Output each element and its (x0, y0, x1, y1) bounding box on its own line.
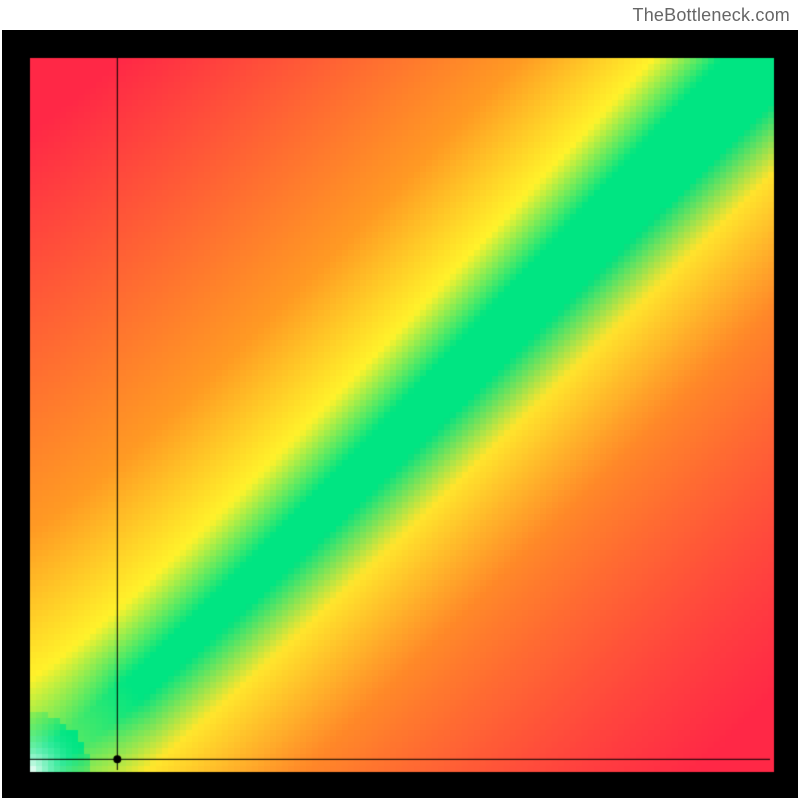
attribution-label: TheBottleneck.com (633, 5, 790, 26)
chart-container: TheBottleneck.com (0, 0, 800, 800)
bottleneck-heatmap (2, 30, 798, 798)
